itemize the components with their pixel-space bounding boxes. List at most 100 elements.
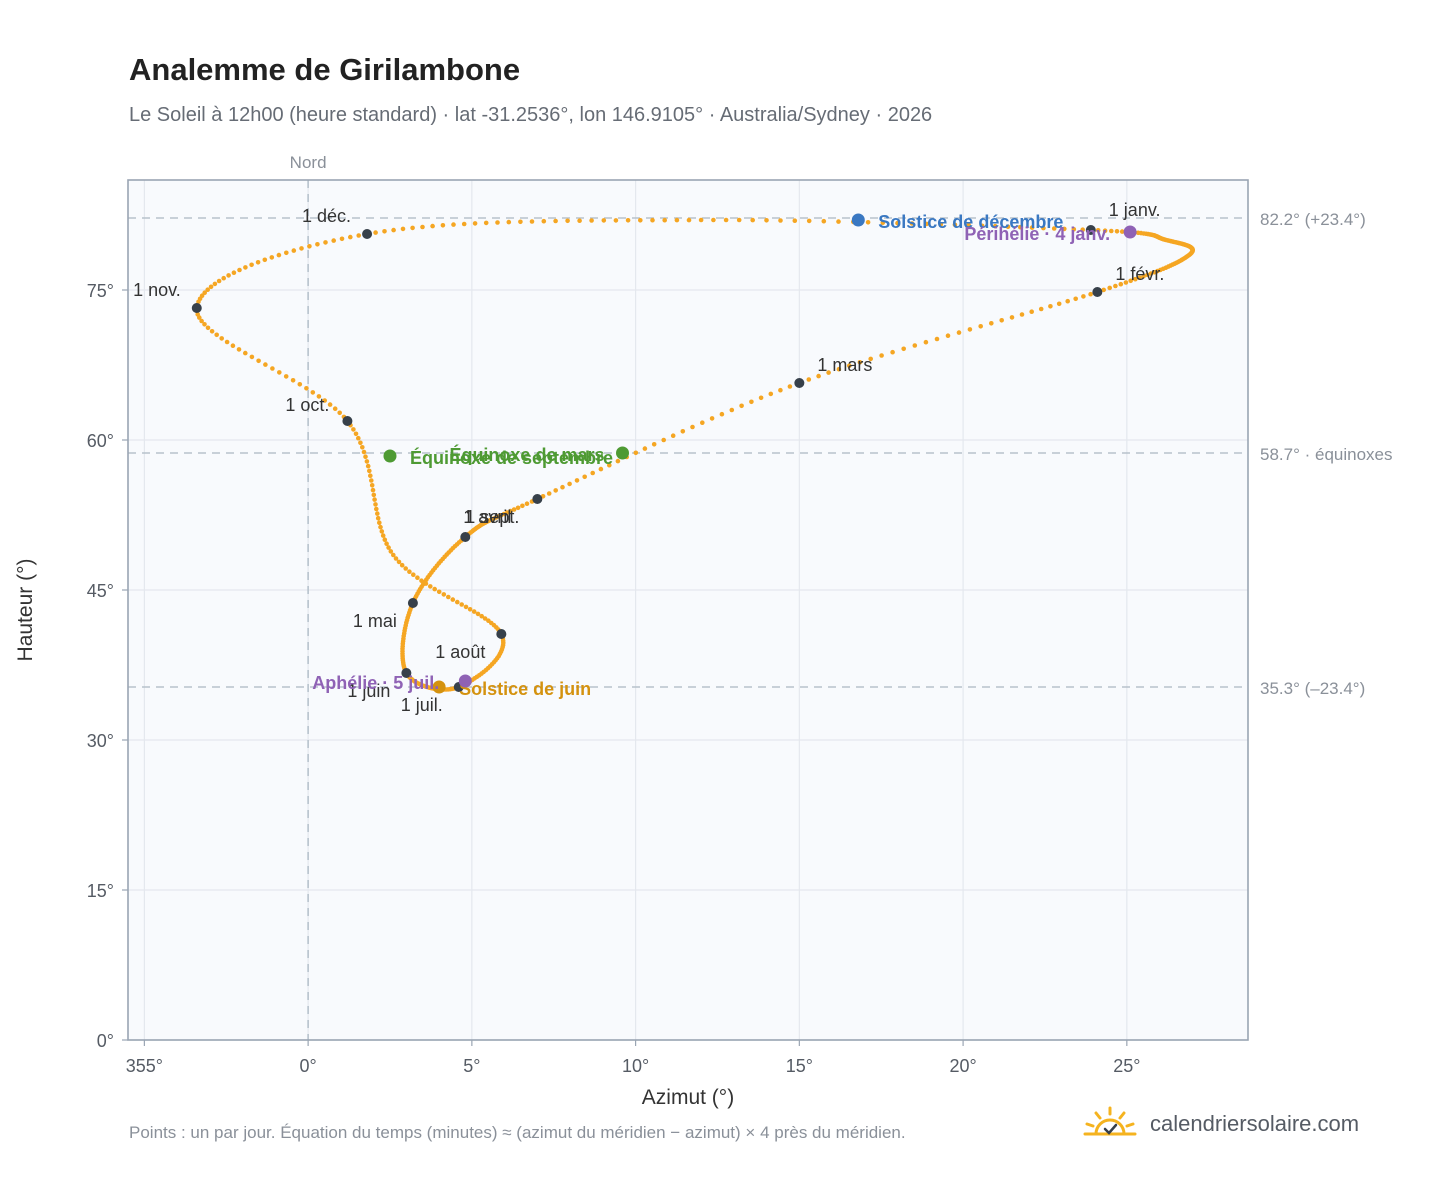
- daily-point: [378, 524, 383, 530]
- x-tick-label: 10°: [622, 1056, 649, 1076]
- month-markers: 1 janv. 1 févr. 1 mars 1 avril 1 mai 1 juin 1 …: [133, 200, 1164, 715]
- daily-point: [979, 223, 985, 229]
- daily-point: [420, 224, 425, 230]
- event-label: Solstice de juin: [459, 679, 591, 699]
- daily-point: [1009, 315, 1015, 320]
- daily-point: [202, 290, 207, 296]
- x-axis-label: Azimut (°): [642, 1086, 734, 1109]
- month-marker: [1085, 225, 1096, 235]
- daily-point: [391, 552, 396, 558]
- daily-point: [205, 287, 210, 293]
- daily-point: [1123, 280, 1129, 285]
- daily-point: [553, 218, 558, 224]
- daily-point: [316, 394, 322, 399]
- month-marker: [496, 629, 507, 639]
- daily-point: [291, 248, 297, 253]
- daily-point: [529, 219, 535, 224]
- daily-point: [384, 541, 389, 546]
- daily-point: [396, 559, 402, 565]
- daily-point: [339, 236, 345, 242]
- daily-point: [440, 223, 446, 228]
- daily-point: [410, 225, 415, 231]
- daily-point: [224, 339, 230, 345]
- daily-point: [749, 399, 754, 405]
- daily-point: [331, 238, 337, 243]
- daily-point: [836, 219, 841, 224]
- daily-point: [356, 435, 361, 441]
- daily-point: [642, 446, 648, 451]
- month-label: 1 juil.: [401, 695, 443, 715]
- daily-point: [379, 529, 385, 534]
- daily-point: [778, 218, 783, 223]
- daily-point: [1081, 294, 1086, 299]
- daily-point: [1109, 228, 1114, 234]
- daily-point: [816, 373, 821, 379]
- event-label: Équinoxe de mars: [449, 444, 604, 465]
- daily-point: [467, 607, 473, 612]
- daily-point: [446, 594, 451, 600]
- daily-point: [520, 503, 525, 509]
- daily-point: [374, 506, 379, 512]
- daily-point: [1137, 275, 1142, 281]
- daily-point: [297, 382, 303, 387]
- month-label: 1 janv.: [1109, 200, 1161, 220]
- daily-point: [209, 329, 215, 334]
- daily-point: [924, 221, 929, 227]
- daily-point: [276, 252, 282, 258]
- daily-point: [686, 217, 692, 223]
- y-tick-label: 30°: [87, 731, 114, 751]
- daily-point: [768, 391, 774, 397]
- daily-point: [999, 318, 1004, 323]
- daily-point: [736, 217, 742, 223]
- daily-point: [205, 325, 211, 331]
- daily-point: [590, 470, 595, 476]
- x-tick-label: 15°: [786, 1056, 813, 1076]
- daily-point: [1133, 276, 1138, 282]
- daily-point: [231, 270, 237, 276]
- daily-point: [895, 220, 900, 226]
- y-tick-label: 45°: [87, 581, 114, 601]
- daily-point: [219, 336, 224, 341]
- daily-point: [436, 589, 442, 595]
- month-label: 1 mai: [353, 611, 397, 631]
- event-label: Aphélie · 5 juil.: [312, 673, 439, 693]
- daily-point: [263, 362, 268, 367]
- daily-point: [1029, 309, 1034, 315]
- daily-point: [351, 427, 356, 432]
- daily-point: [327, 402, 333, 407]
- footnote: Points : un par jour. Équation du temps …: [129, 1123, 906, 1142]
- daily-point: [661, 437, 666, 443]
- event-marker: [432, 680, 446, 694]
- daily-point: [226, 273, 231, 278]
- daily-point: [428, 584, 433, 589]
- daily-point: [411, 572, 416, 577]
- daily-point: [764, 218, 769, 223]
- daily-point: [1095, 228, 1101, 233]
- brand[interactable]: calendriersolaire.com: [1082, 1104, 1359, 1144]
- daily-point: [598, 466, 604, 472]
- daily-point: [262, 257, 268, 263]
- event-marker: [616, 446, 630, 460]
- daily-point: [432, 586, 438, 592]
- daily-point: [541, 218, 547, 224]
- daily-point: [698, 217, 704, 223]
- daily-point: [459, 602, 465, 607]
- daily-point: [806, 377, 812, 382]
- daily-point: [1113, 283, 1118, 289]
- daily-point: [565, 218, 570, 224]
- daily-point: [382, 537, 388, 542]
- daily-point: [479, 613, 485, 619]
- daily-point: [524, 501, 530, 507]
- daily-point: [299, 246, 304, 251]
- daily-point: [461, 221, 467, 227]
- daily-point: [208, 284, 214, 290]
- reference-line-label: 35.3° (–23.4°): [1260, 679, 1365, 698]
- daily-point: [243, 265, 248, 270]
- daily-point: [419, 578, 424, 583]
- daily-point: [638, 218, 643, 223]
- daily-point: [236, 347, 242, 352]
- daily-point: [758, 395, 764, 401]
- daily-point: [471, 609, 477, 614]
- daily-point: [582, 474, 587, 480]
- reference-lines: Nord 82.2° (+23.4°) 58.7° · équinoxes 35.3°…: [128, 153, 1393, 1040]
